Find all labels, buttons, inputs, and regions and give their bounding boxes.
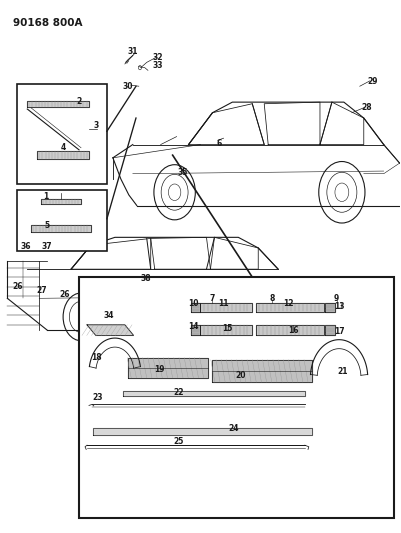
Text: 11: 11 bbox=[219, 299, 229, 308]
Text: 4: 4 bbox=[61, 143, 66, 152]
Text: 29: 29 bbox=[367, 77, 378, 86]
Text: 7: 7 bbox=[210, 294, 215, 303]
Text: 17: 17 bbox=[334, 327, 345, 336]
Text: 33: 33 bbox=[152, 61, 163, 69]
Text: 24: 24 bbox=[228, 424, 239, 433]
Text: 23: 23 bbox=[93, 393, 103, 402]
Polygon shape bbox=[87, 325, 134, 335]
Text: 30: 30 bbox=[123, 82, 133, 91]
Polygon shape bbox=[123, 391, 305, 397]
Polygon shape bbox=[31, 225, 91, 232]
Polygon shape bbox=[190, 303, 200, 312]
Text: 2: 2 bbox=[77, 96, 82, 106]
Polygon shape bbox=[200, 303, 252, 312]
Text: 14: 14 bbox=[188, 322, 198, 331]
Text: 10: 10 bbox=[188, 299, 198, 308]
Text: 27: 27 bbox=[36, 286, 47, 295]
Polygon shape bbox=[325, 303, 335, 312]
Polygon shape bbox=[212, 360, 312, 382]
Polygon shape bbox=[27, 101, 89, 108]
Text: 19: 19 bbox=[155, 366, 165, 374]
Bar bbox=[79, 277, 394, 519]
Text: 32: 32 bbox=[152, 53, 163, 62]
Polygon shape bbox=[37, 151, 89, 159]
Text: 22: 22 bbox=[173, 388, 184, 397]
Text: 28: 28 bbox=[362, 103, 372, 112]
Text: 3: 3 bbox=[93, 122, 99, 131]
Text: 9: 9 bbox=[334, 294, 339, 303]
Text: 12: 12 bbox=[284, 299, 294, 308]
Polygon shape bbox=[128, 358, 208, 378]
Text: 6: 6 bbox=[217, 139, 222, 148]
Text: 36: 36 bbox=[21, 242, 31, 251]
Text: 38: 38 bbox=[140, 273, 151, 282]
Polygon shape bbox=[93, 427, 312, 434]
Polygon shape bbox=[325, 325, 335, 335]
Text: 13: 13 bbox=[334, 302, 345, 311]
Text: 20: 20 bbox=[235, 371, 245, 380]
Text: 35: 35 bbox=[177, 167, 188, 176]
Text: 26: 26 bbox=[12, 282, 22, 291]
Polygon shape bbox=[41, 199, 81, 204]
Text: 37: 37 bbox=[42, 242, 53, 251]
Text: 25: 25 bbox=[173, 437, 184, 446]
Bar bbox=[17, 190, 107, 251]
Text: 26: 26 bbox=[59, 290, 69, 299]
Text: 15: 15 bbox=[223, 324, 233, 333]
Text: 90168 800A: 90168 800A bbox=[13, 18, 83, 28]
Text: 1: 1 bbox=[43, 192, 49, 201]
Text: 16: 16 bbox=[288, 326, 298, 335]
Polygon shape bbox=[256, 303, 324, 312]
Text: 8: 8 bbox=[269, 294, 275, 303]
Text: 18: 18 bbox=[92, 353, 102, 362]
Text: 34: 34 bbox=[104, 311, 114, 320]
Polygon shape bbox=[190, 325, 200, 335]
Bar bbox=[17, 84, 107, 184]
Text: 21: 21 bbox=[338, 367, 348, 376]
Text: 31: 31 bbox=[128, 47, 138, 56]
Polygon shape bbox=[256, 325, 324, 335]
Text: 5: 5 bbox=[45, 221, 50, 230]
Polygon shape bbox=[200, 325, 252, 335]
